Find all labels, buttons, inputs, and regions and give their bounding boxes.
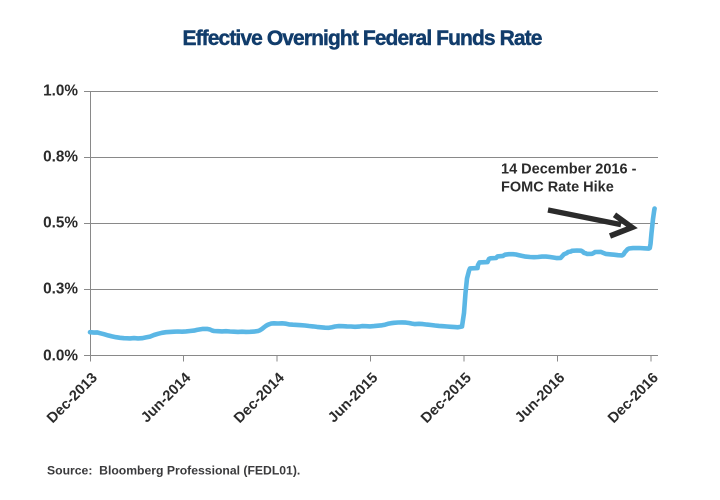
svg-text:Jun-2016: Jun-2016	[512, 370, 568, 426]
svg-text:Dec-2016: Dec-2016	[605, 370, 662, 427]
svg-text:0.8%: 0.8%	[43, 149, 78, 166]
svg-text:0.3%: 0.3%	[43, 281, 78, 298]
svg-text:Source: Bloomberg Professiona: Source: Bloomberg Professional (FEDL01).	[47, 463, 300, 477]
svg-text:Jun-2015: Jun-2015	[325, 370, 381, 426]
svg-text:FOMC Rate Hike: FOMC Rate Hike	[501, 180, 614, 196]
svg-text:1.0%: 1.0%	[43, 83, 78, 100]
svg-text:14 December 2016 -: 14 December 2016 -	[501, 162, 637, 178]
svg-text:Jun-2014: Jun-2014	[138, 369, 195, 426]
svg-text:0.0%: 0.0%	[43, 348, 78, 365]
svg-text:Dec-2013: Dec-2013	[44, 370, 101, 427]
svg-text:Effective Overnight Federal Fu: Effective Overnight Federal Funds Rate	[182, 27, 541, 50]
svg-text:0.5%: 0.5%	[43, 215, 78, 232]
svg-text:Dec-2014: Dec-2014	[231, 369, 288, 426]
svg-text:Dec-2015: Dec-2015	[418, 370, 475, 427]
